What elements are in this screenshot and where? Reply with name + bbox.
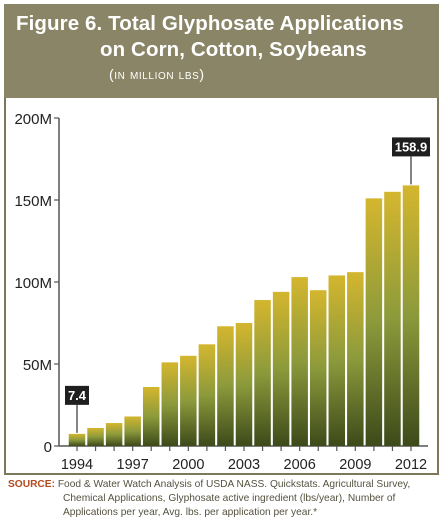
x-tick-label: 1997 [117,457,149,473]
bar [347,272,364,446]
figure-subtitle: (in million lbs) [109,66,205,82]
x-axis-ticks: 1994 1997 2000 2003 2006 2009 2012 [61,446,427,473]
data-label: 158.9 [395,139,428,154]
y-axis-ticks: 0 50M 100M 150M 200M [14,111,59,456]
bar [291,277,308,446]
chart-callouts: 7.4 158.9 [65,137,430,433]
source-label: SOURCE: [8,479,55,490]
bar [124,416,141,446]
bar [142,386,160,446]
bar [161,362,179,446]
x-tick-label: 2012 [395,457,427,473]
source-line1: Food & Water Watch Analysis of USDA NASS… [57,479,411,490]
x-tick-label: 1994 [61,457,93,473]
callout-box [65,385,89,405]
bar [365,198,383,446]
y-tick-label: 100M [14,275,52,292]
y-tick-label: 150M [14,193,52,210]
y-tick-label: 0 [44,439,52,456]
x-tick-label: 2000 [172,457,204,473]
data-label: 7.4 [68,388,87,403]
source-note: SOURCE: Food & Water Watch Analysis of U… [8,478,438,520]
figure-header [4,4,439,98]
bar [198,344,216,446]
bar [384,191,401,446]
bar [402,185,420,447]
bar [180,355,197,446]
bar [68,433,86,446]
bar [272,291,290,446]
bar [254,300,271,446]
chart-bars [68,185,420,447]
bar [309,290,327,446]
bar [87,427,104,446]
bar [105,423,123,446]
title-text-line2: on Corn, Cotton, Soybeans [100,38,367,61]
title-text-line1: Total Glyphosate Applications [108,12,404,35]
x-tick-label: 2003 [228,457,260,473]
figure-label: Figure 6. [16,12,103,35]
x-tick-label: 2009 [339,457,371,473]
source-line2: Chemical Applications, Glyphosate active… [63,493,396,504]
bar [217,326,234,446]
y-tick-label: 50M [23,357,52,374]
figure-title-line1: Figure 6. Total Glyphosate Applications [16,12,404,36]
source-line3: Applications per year, Avg. lbs. per app… [63,507,318,518]
callout-box [392,137,430,157]
bar [235,323,253,446]
y-tick-label: 200M [14,111,52,128]
bar [328,275,346,446]
x-tick-label: 2006 [284,457,316,473]
